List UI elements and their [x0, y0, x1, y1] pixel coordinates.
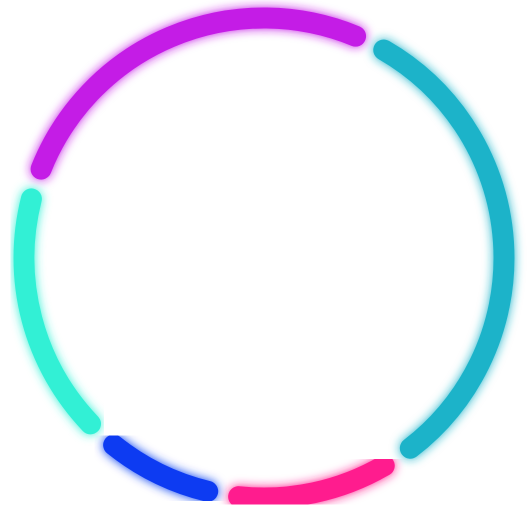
segment-pink: [228, 455, 395, 509]
ring-segments: [13, 7, 515, 509]
segment-blue: [103, 434, 219, 502]
segment-purple: [30, 7, 367, 180]
segment-aqua: [13, 188, 101, 435]
segment-cyan: [373, 39, 515, 459]
